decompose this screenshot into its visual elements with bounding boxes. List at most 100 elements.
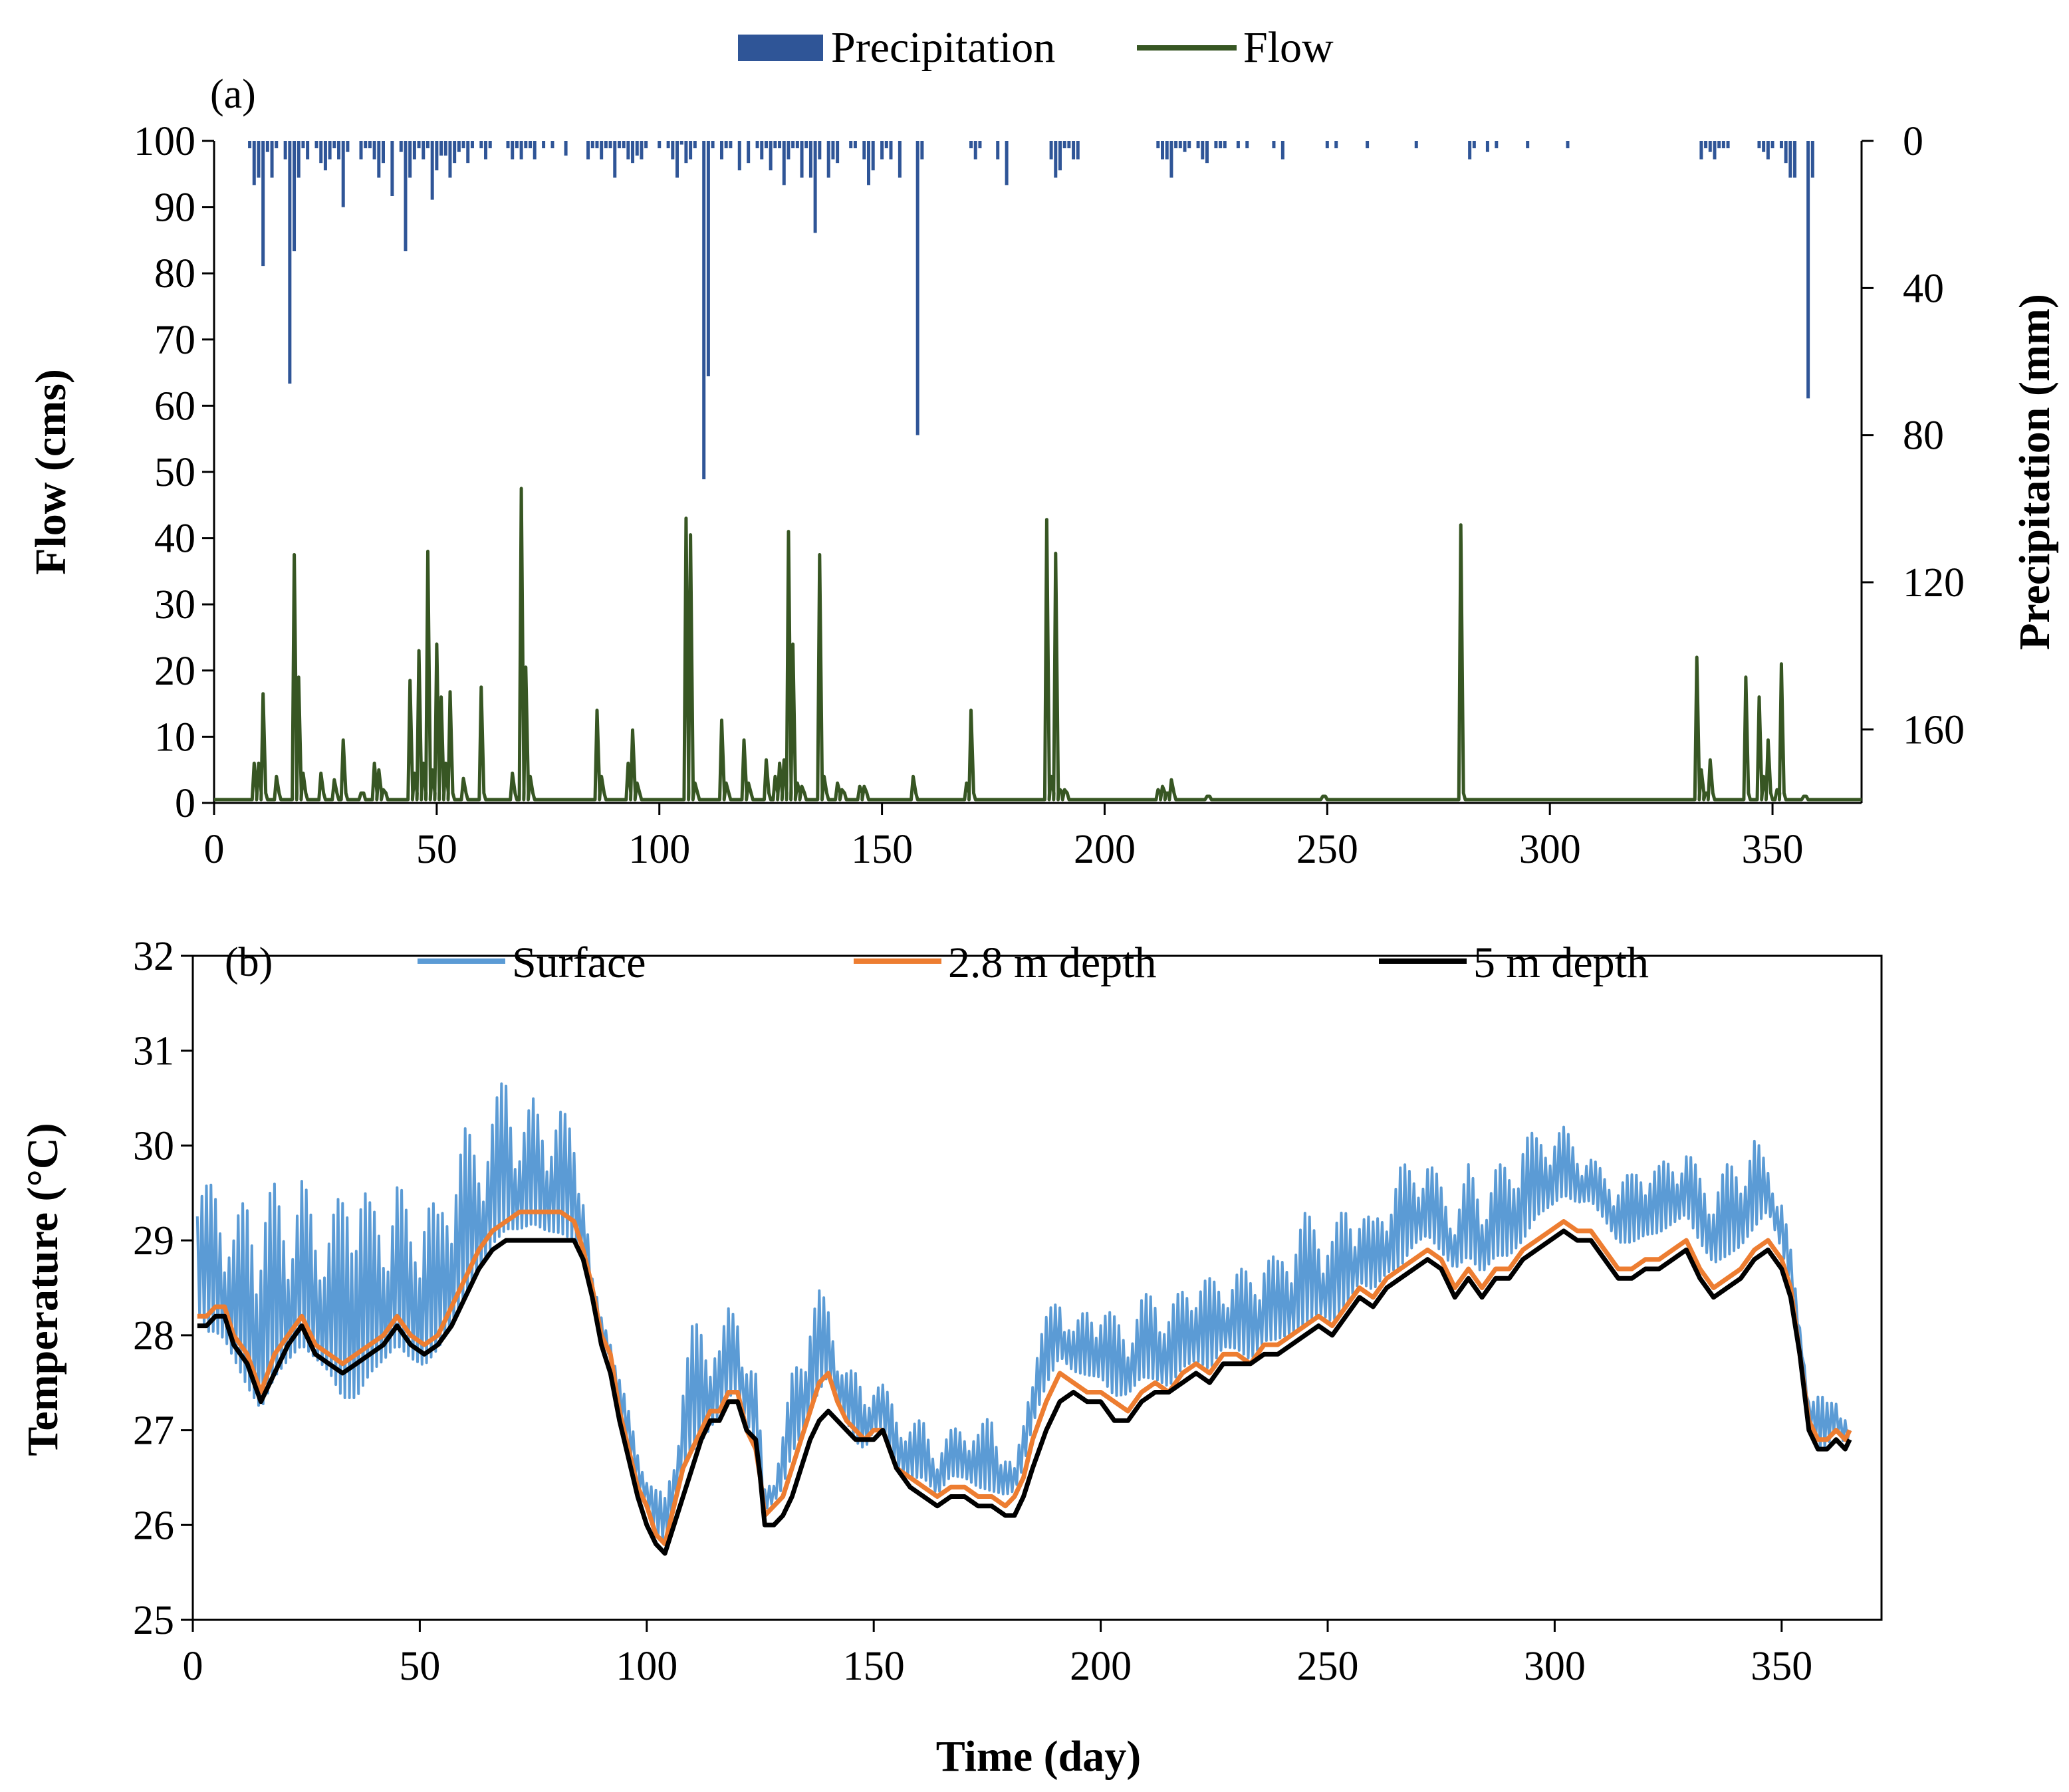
precipitation-bar: [337, 141, 341, 160]
precipitation-bar: [252, 141, 256, 185]
precipitation-bar: [590, 141, 594, 149]
precipitation-bar: [969, 141, 973, 149]
precipitation-bar: [760, 141, 764, 160]
precipitation-bar: [586, 141, 590, 160]
precipitation-bar: [1156, 141, 1160, 149]
precipitation-bar: [675, 141, 679, 178]
precipitation-bar: [1779, 141, 1783, 149]
precipitation-bar: [341, 141, 345, 207]
panel-b-x-axis-label: Time (day): [936, 1732, 1142, 1781]
precipitation-bar: [782, 141, 786, 185]
precipitation-bar: [1699, 141, 1703, 160]
panel-b-y-tick-label: 27: [133, 1408, 174, 1454]
precipitation-bar: [288, 141, 292, 384]
panel-b-x-tick-label: 100: [616, 1644, 677, 1689]
precipitation-bar: [1726, 141, 1730, 149]
precipitation-bar: [791, 141, 795, 149]
precipitation-bar: [871, 141, 875, 171]
precipitation-bar: [898, 141, 902, 178]
panel-a-flow-precipitation-chart: Precipitation Flow (a) 0 10 20 30 40 50 60 70 80…: [27, 23, 2059, 872]
precipitation-bar: [1178, 141, 1182, 149]
precipitation-bar: [422, 141, 426, 160]
precipitation-bar: [399, 141, 403, 152]
precipitation-bar: [412, 141, 416, 160]
panel-b-x-tick-label: 250: [1296, 1644, 1358, 1689]
precipitation-bar: [622, 141, 626, 149]
precipitation-bar: [795, 141, 799, 149]
precipitation-bar: [1169, 141, 1173, 178]
precipitation-bar: [702, 141, 706, 480]
panel-a-y-tick-label: 100: [134, 119, 195, 164]
precipitation-bar: [836, 141, 840, 164]
panel-a-y-tick-label: 40: [154, 516, 195, 562]
panel-a-label: (a): [210, 72, 256, 117]
precipitation-bar: [519, 141, 523, 160]
depth-2-8m-temperature-line: [197, 1209, 1852, 1547]
panel-b-x-tick-label: 350: [1751, 1644, 1812, 1689]
precipitation-bar: [1196, 141, 1200, 149]
precipitation-bar: [248, 141, 252, 149]
panel-a-y-tick-label: 20: [154, 649, 195, 694]
precipitation-bar: [604, 141, 608, 149]
panel-a-y-tick-label: 90: [154, 185, 195, 231]
precipitation-bar: [1076, 141, 1080, 160]
precipitation-bar: [826, 141, 830, 178]
precipitation-bar: [862, 141, 866, 160]
precipitation-bar: [443, 141, 447, 156]
precipitation-bar: [853, 141, 857, 149]
precipitation-bar: [711, 141, 715, 149]
precipitation-bar: [1806, 141, 1810, 399]
precipitation-bar: [595, 141, 599, 149]
precipitation-bar: [529, 141, 533, 149]
precipitation-bar: [1762, 141, 1766, 152]
precipitation-bar: [1717, 141, 1721, 149]
precipitation-bar: [564, 141, 568, 156]
precipitation-bar: [1062, 141, 1066, 149]
precipitation-bar: [737, 141, 741, 171]
precipitation-bar: [787, 141, 791, 160]
precipitation-bar: [769, 141, 773, 171]
precipitation-bar: [973, 141, 977, 160]
precipitation-bar: [359, 141, 363, 160]
precipitation-bar: [448, 141, 452, 178]
precipitation-bar: [1165, 141, 1169, 160]
legend-label-flow: Flow: [1243, 23, 1334, 72]
panel-a-axes: 0 10 20 30 40 50 60 70 80 90 100 0 40 80 120 160 0 50 100 1…: [134, 119, 1965, 872]
panel-a-x-tick-label: 0: [204, 827, 225, 872]
panel-a-y2-tick-label: 120: [1903, 560, 1965, 606]
panel-b-legend: Surface 2.8 m depth 5 m depth: [418, 939, 1649, 987]
precipitation-bar: [275, 141, 279, 149]
panel-a-y-tick-label: 60: [154, 384, 195, 429]
panel-a-x-tick-label: 250: [1296, 827, 1358, 872]
panel-b-y-tick-label: 25: [133, 1598, 174, 1643]
precipitation-bar: [283, 141, 287, 160]
panel-a-y-axis-label: Flow (cms): [27, 369, 75, 575]
flow-series: [214, 487, 1862, 802]
precipitation-bar: [1757, 141, 1761, 149]
precipitation-bar: [314, 141, 318, 149]
precipitation-bar: [706, 141, 710, 377]
precipitation-bar: [1272, 141, 1276, 149]
precipitation-bar: [466, 141, 470, 164]
precipitation-bar: [755, 141, 759, 149]
precipitation-bar: [608, 141, 612, 149]
precipitation-bar: [1784, 141, 1788, 164]
precipitation-bar: [377, 141, 381, 178]
precipitation-bar: [804, 141, 808, 149]
precipitation-bar: [368, 141, 372, 149]
precipitation-bar: [631, 141, 635, 164]
precipitation-bar: [426, 141, 429, 149]
precipitation-bar: [453, 141, 457, 164]
legend-label-surface: Surface: [512, 939, 646, 987]
precipitation-bar: [915, 141, 919, 435]
precipitation-bar: [1280, 141, 1284, 160]
precipitation-bar: [1183, 141, 1187, 152]
panel-b-y-tick-label: 28: [133, 1313, 174, 1359]
precipitation-bar: [808, 141, 812, 178]
precipitation-bar: [1495, 141, 1499, 149]
precipitation-bar: [1219, 141, 1223, 149]
precipitation-bar: [533, 141, 537, 160]
precipitation-bar: [813, 141, 817, 233]
panel-a-y2-tick-label: 40: [1903, 266, 1944, 311]
panel-a-y-tick-label: 0: [175, 781, 195, 826]
